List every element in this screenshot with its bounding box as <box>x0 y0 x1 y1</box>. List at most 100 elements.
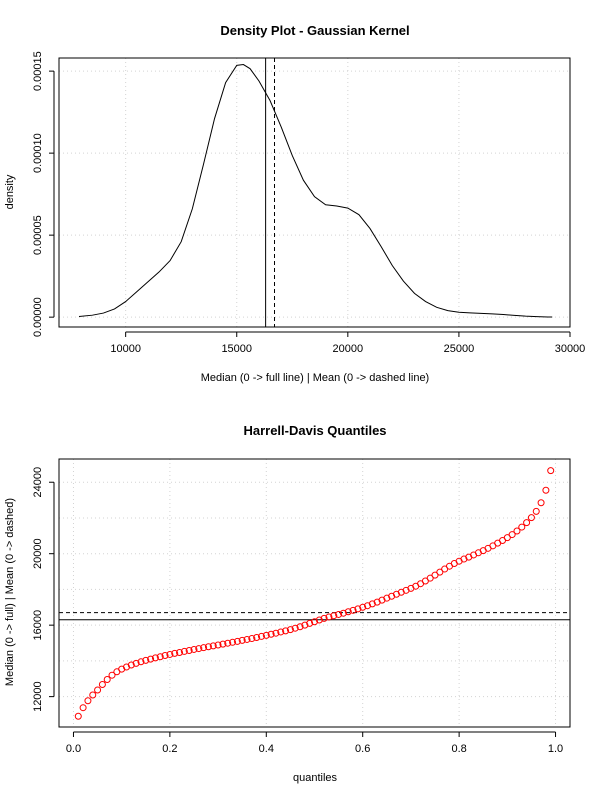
density-plot-marks <box>78 58 553 327</box>
quantile-point-38 <box>257 632 265 640</box>
quantile-point-58 <box>354 605 362 613</box>
quantile-point-13 <box>137 658 145 666</box>
quantile-point-94 <box>527 514 535 522</box>
quantile-point-34 <box>238 636 246 644</box>
quantile-point-74 <box>431 571 439 579</box>
quantile-point-37 <box>253 633 261 641</box>
quantile-point-1 <box>79 704 87 712</box>
quantile-point-33 <box>233 637 241 645</box>
quantile-point-15 <box>147 655 155 663</box>
x-tick-label-3: 25000 <box>444 343 475 355</box>
quantile-point-45 <box>291 624 299 632</box>
quantiles-plot-panel: Harrell-Davis Quantiles quantiles Median… <box>4 423 571 784</box>
quantiles-plot-ticks: 0.0 0.2 0.4 0.6 0.8 1.0 12000 16000 20000 24000 <box>32 467 563 755</box>
quantile-point-3 <box>89 691 97 699</box>
quantile-point-30 <box>219 640 227 648</box>
y-tick-label-2: 20000 <box>32 538 44 569</box>
quantile-point-61 <box>368 600 376 608</box>
quantile-point-32 <box>229 638 237 646</box>
quantile-point-6 <box>103 675 111 683</box>
quantiles-plot-grid <box>59 459 570 727</box>
quantile-point-5 <box>98 680 106 688</box>
quantile-point-25 <box>195 645 203 653</box>
quantile-point-42 <box>277 628 285 636</box>
quantiles-plot-marks <box>59 467 570 720</box>
x-tick-label-4: 0.8 <box>451 743 466 755</box>
quantiles-plot-frame <box>58 458 571 728</box>
quantile-point-47 <box>301 621 309 629</box>
y-tick-label-0: 12000 <box>32 681 44 712</box>
quantile-point-40 <box>267 630 275 638</box>
y-tick-label-1: 16000 <box>32 610 44 641</box>
quantile-point-18 <box>161 652 169 660</box>
quantile-point-97 <box>542 486 550 494</box>
y-tick-label-1: 0.00005 <box>32 215 44 255</box>
quantile-point-46 <box>296 623 304 631</box>
density-plot-ticks: 10000 15000 20000 25000 30000 0.00000 0.00005 0… <box>32 51 585 355</box>
quantile-point-0 <box>74 712 82 720</box>
quantile-point-11 <box>127 661 135 669</box>
quantile-point-57 <box>349 606 357 614</box>
density-plot-y-axis-label: density <box>4 174 16 209</box>
density-plot-grid <box>59 58 571 327</box>
quantile-point-39 <box>262 631 270 639</box>
quantile-point-49 <box>311 618 318 626</box>
quantile-point-52 <box>325 613 333 621</box>
quantile-point-93 <box>523 519 531 527</box>
density-plot-title: Density Plot - Gaussian Kernel <box>220 23 409 38</box>
quantile-point-7 <box>108 671 116 679</box>
quantile-point-59 <box>359 603 367 611</box>
quantile-point-91 <box>513 527 521 535</box>
quantile-point-14 <box>142 656 150 664</box>
quantile-point-12 <box>132 659 140 667</box>
quantile-point-75 <box>436 568 444 576</box>
quantile-point-19 <box>166 650 174 658</box>
x-tick-label-3: 0.6 <box>355 743 370 755</box>
quantile-point-44 <box>286 626 294 634</box>
x-tick-label-0: 0.0 <box>66 743 81 755</box>
quantile-point-26 <box>200 644 208 652</box>
x-tick-label-4: 30000 <box>555 343 586 355</box>
y-tick-label-0: 0.00000 <box>32 297 44 337</box>
x-tick-label-2: 0.4 <box>259 743 274 755</box>
quantile-point-55 <box>339 609 347 617</box>
x-tick-label-1: 0.2 <box>162 743 177 755</box>
quantile-point-31 <box>224 639 232 647</box>
quantile-point-29 <box>214 641 222 649</box>
quantile-point-50 <box>315 616 323 624</box>
quantile-point-24 <box>190 645 198 653</box>
x-tick-label-5: 1.0 <box>548 743 563 755</box>
quantile-point-95 <box>532 507 540 515</box>
quantile-point-51 <box>320 614 328 622</box>
quantile-point-21 <box>176 649 184 656</box>
y-tick-label-3: 0.00015 <box>32 51 44 91</box>
quantile-point-54 <box>335 610 343 618</box>
x-tick-label-0: 10000 <box>110 343 141 355</box>
quantiles-plot-y-axis-label: Median (0 -> full) | Mean (0 -> dashed) <box>4 498 16 686</box>
quantiles-plot-title: Harrell-Davis Quantiles <box>243 423 386 438</box>
density-plot-panel: Density Plot - Gaussian Kernel Median (0… <box>4 23 585 384</box>
quantiles-plot-x-axis-label: quantiles <box>293 772 338 784</box>
quantile-point-73 <box>426 574 434 582</box>
density-plot-frame <box>58 57 571 328</box>
quantile-point-17 <box>156 653 164 661</box>
quantile-point-16 <box>151 654 159 662</box>
quantile-point-20 <box>171 649 179 657</box>
y-tick-label-2: 0.00010 <box>32 133 44 173</box>
quantile-point-22 <box>180 647 188 655</box>
quantile-point-53 <box>330 612 338 620</box>
quantile-point-28 <box>209 642 217 650</box>
quantile-point-2 <box>84 697 92 705</box>
x-tick-label-1: 15000 <box>221 343 252 355</box>
quantile-point-48 <box>306 619 314 627</box>
x-tick-label-2: 20000 <box>333 343 364 355</box>
density-curve <box>78 64 553 318</box>
quantile-point-23 <box>185 647 193 655</box>
quantile-point-98 <box>547 467 555 475</box>
quantile-point-27 <box>204 643 212 651</box>
quantile-point-90 <box>508 531 516 539</box>
quantile-point-43 <box>282 627 290 635</box>
y-tick-label-3: 24000 <box>32 467 44 498</box>
quantile-point-41 <box>272 629 280 637</box>
